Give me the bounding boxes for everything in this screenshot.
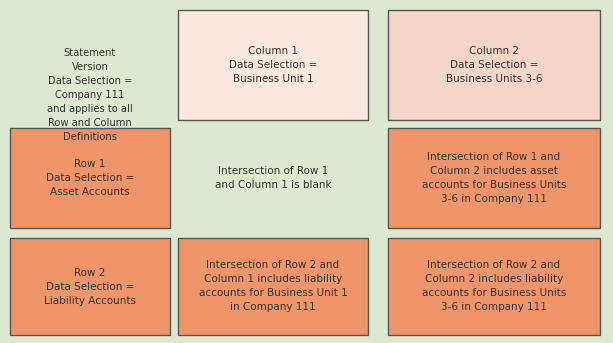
Text: Row 1
Data Selection =
Asset Accounts: Row 1 Data Selection = Asset Accounts bbox=[46, 159, 134, 197]
Text: Intersection of Row 1 and
Column 2 includes asset
accounts for Business Units
3-: Intersection of Row 1 and Column 2 inclu… bbox=[422, 152, 566, 204]
Bar bbox=[10, 238, 170, 335]
Bar bbox=[178, 238, 368, 335]
Text: Statement
Version
Data Selection =
Company 111
and applies to all
Row and Column: Statement Version Data Selection = Compa… bbox=[47, 48, 133, 142]
Text: Row 2
Data Selection =
Liability Accounts: Row 2 Data Selection = Liability Account… bbox=[44, 268, 136, 306]
Bar bbox=[388, 238, 600, 335]
Text: Column 1
Data Selection =
Business Unit 1: Column 1 Data Selection = Business Unit … bbox=[229, 46, 317, 84]
Bar bbox=[10, 128, 170, 228]
Text: Intersection of Row 2 and
Column 2 includes liability
accounts for Business Unit: Intersection of Row 2 and Column 2 inclu… bbox=[422, 260, 566, 312]
Bar bbox=[178, 10, 368, 120]
Text: Intersection of Row 2 and
Column 1 includes liability
accounts for Business Unit: Intersection of Row 2 and Column 1 inclu… bbox=[199, 260, 348, 312]
Text: Column 2
Data Selection =
Business Units 3-6: Column 2 Data Selection = Business Units… bbox=[446, 46, 543, 84]
Bar bbox=[388, 10, 600, 120]
Text: Intersection of Row 1
and Column 1 is blank: Intersection of Row 1 and Column 1 is bl… bbox=[215, 166, 331, 190]
Bar bbox=[388, 128, 600, 228]
